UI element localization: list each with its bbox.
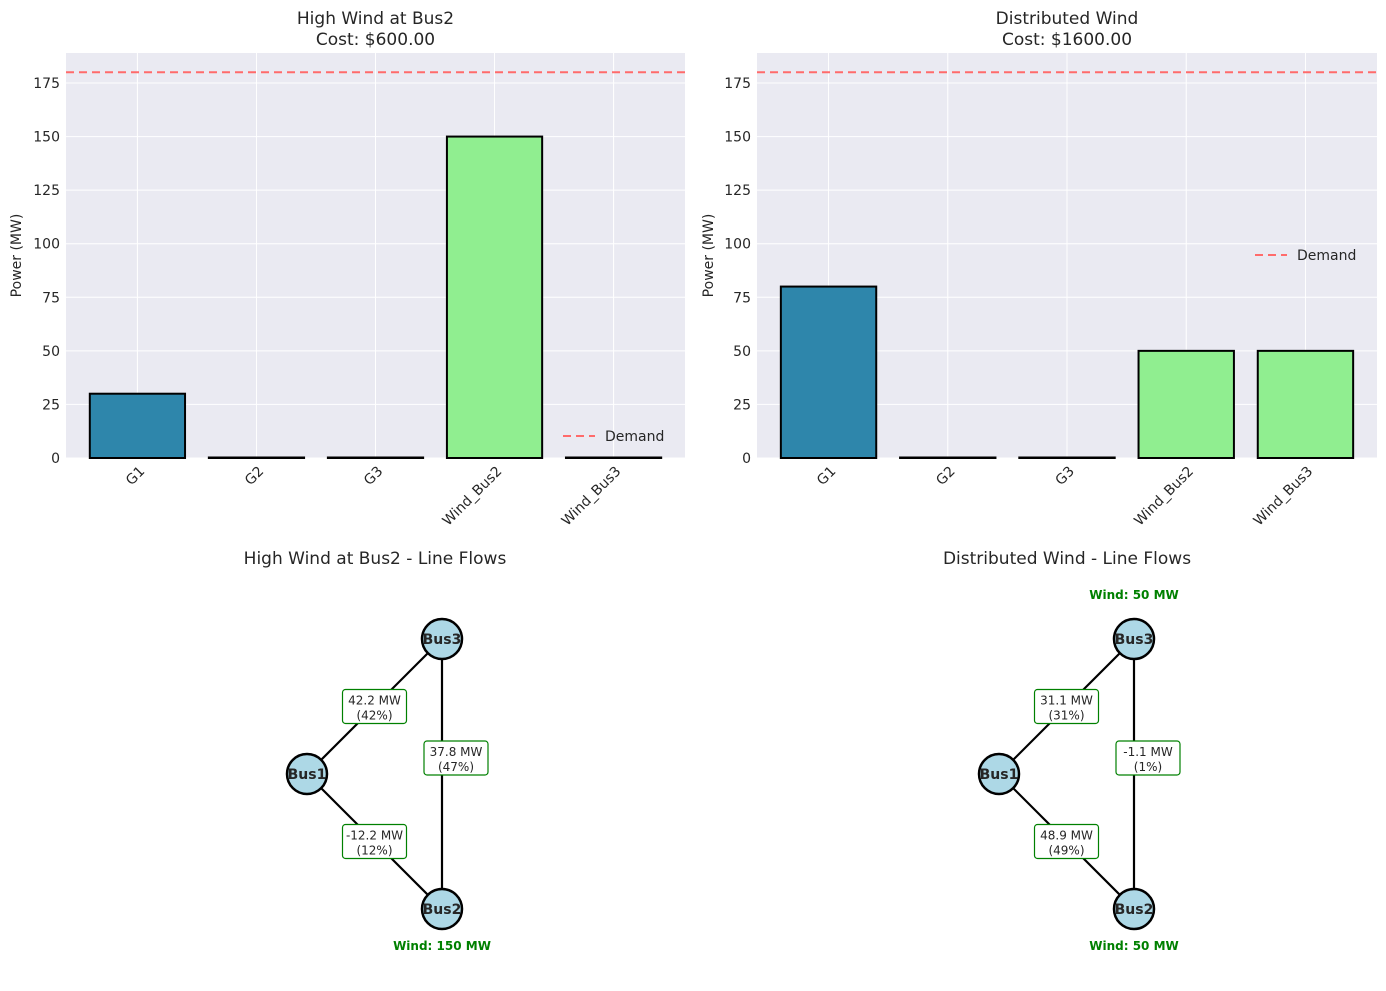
- bus-label-bus1: Bus1: [980, 767, 1019, 783]
- flow-mw-label: 48.9 MW: [1040, 829, 1093, 843]
- bus-label-bus3: Bus3: [423, 632, 462, 648]
- y-tick-label: 100: [33, 237, 60, 253]
- flow-label-box: [423, 740, 489, 776]
- wind-label-bus2: Wind: 150 MW: [393, 939, 491, 953]
- y-tick-label: 0: [51, 451, 60, 467]
- bus-node-bus1: [285, 752, 329, 796]
- flow-mw-label: -1.1 MW: [1123, 745, 1173, 759]
- flow-label-box: [1033, 823, 1100, 860]
- bar-g1: [779, 285, 878, 460]
- bus-node-bus3: [420, 617, 464, 661]
- flow-pct-label: (42%): [356, 709, 392, 723]
- x-tick-label: G1: [814, 464, 839, 489]
- flow-pct-label: (31%): [1048, 709, 1084, 723]
- bar-wind-bus2: [1137, 349, 1235, 460]
- y-tick-label: 0: [742, 451, 751, 467]
- flow-pct-label: (49%): [1048, 844, 1084, 858]
- y-tick-label: 25: [42, 397, 60, 413]
- bus-label-bus2: Bus2: [1115, 902, 1154, 918]
- bar-wind-bus3: [564, 456, 663, 459]
- x-tick-label: Wind_Bus3: [1251, 464, 1317, 530]
- chart-subtitle: Cost: $1600.00: [1002, 30, 1132, 50]
- bar-g3: [1018, 456, 1116, 459]
- flow-label-box: [341, 823, 408, 860]
- flow-pct-label: (12%): [356, 844, 392, 858]
- x-tick-label: G3: [1053, 464, 1078, 489]
- legend: Demand: [563, 429, 664, 445]
- y-axis-label: Power (MW): [9, 214, 25, 298]
- bar-wind-bus2: [445, 135, 544, 459]
- flow-label-box: [1115, 740, 1181, 776]
- bus-label-bus3: Bus3: [1115, 632, 1154, 648]
- legend: Demand: [1255, 248, 1356, 264]
- flow-mw-label: 31.1 MW: [1040, 694, 1093, 708]
- network-title: High Wind at Bus2 - Line Flows: [244, 549, 507, 569]
- flow-mw-label: 42.2 MW: [348, 694, 401, 708]
- flow-pct-label: (1%): [1134, 760, 1162, 774]
- bar-g2: [899, 456, 997, 459]
- x-tick-label: Wind_Bus3: [559, 464, 625, 530]
- bar-chart-2: 0 25 50 75 100 125 150 175 G1 G2 G3 Wind_Bus2 Wind_B…: [701, 9, 1377, 529]
- y-tick-label: 175: [724, 76, 751, 92]
- flow-mw-label: -12.2 MW: [346, 829, 403, 843]
- y-tick-label: 175: [33, 76, 60, 92]
- y-tick-label: 150: [33, 130, 60, 146]
- y-tick-label: 100: [724, 237, 751, 253]
- network-diagram-1: High Wind at Bus2 - Line Flows Bus1 Bus2 Bu…: [244, 549, 507, 953]
- y-axis-label: Power (MW): [701, 214, 717, 298]
- flow-pct-label: (47%): [438, 760, 474, 774]
- y-tick-label: 125: [724, 183, 751, 199]
- x-tick-label: G2: [933, 464, 958, 489]
- y-tick-label: 150: [724, 130, 751, 146]
- legend-label-demand: Demand: [1297, 248, 1356, 264]
- flow-label-box: [341, 688, 408, 725]
- x-tick-label: Wind_Bus2: [440, 464, 506, 530]
- wind-label-bus2: Wind: 50 MW: [1089, 939, 1179, 953]
- bus-node-bus2: [420, 887, 464, 931]
- y-tick-label: 50: [733, 344, 751, 360]
- y-tick-label: 75: [733, 290, 751, 306]
- network-diagram-2: Distributed Wind - Line Flows Bus1 Bus2 Bus…: [943, 549, 1191, 953]
- bus-node-bus3: [1112, 617, 1156, 661]
- bar-g2: [207, 456, 306, 459]
- x-tick-label: G2: [242, 464, 267, 489]
- chart-subtitle: Cost: $600.00: [316, 30, 435, 50]
- x-tick-label: Wind_Bus2: [1131, 464, 1197, 530]
- x-tick-label: G3: [361, 464, 386, 489]
- flow-mw-label: 37.8 MW: [430, 745, 483, 759]
- chart-title: High Wind at Bus2: [297, 9, 454, 29]
- y-tick-label: 125: [33, 183, 60, 199]
- wind-label-bus3: Wind: 50 MW: [1089, 588, 1179, 602]
- bar-g1: [88, 392, 187, 460]
- bus-node-bus1: [977, 752, 1021, 796]
- x-tick-label: G1: [123, 464, 148, 489]
- network-title: Distributed Wind - Line Flows: [943, 549, 1191, 569]
- bus-node-bus2: [1112, 887, 1156, 931]
- y-tick-label: 75: [42, 290, 60, 306]
- y-tick-label: 25: [733, 397, 751, 413]
- bar-chart-1: 0 25 50 75 100 125 150 175 G1 G2 G3 Wind_Bus2 Wind_B…: [9, 9, 685, 529]
- y-tick-label: 50: [42, 344, 60, 360]
- bus-label-bus1: Bus1: [288, 767, 327, 783]
- bar-g3: [326, 456, 425, 459]
- bar-wind-bus3: [1256, 349, 1355, 460]
- flow-label-box: [1033, 688, 1100, 725]
- bus-label-bus2: Bus2: [423, 902, 462, 918]
- chart-title: Distributed Wind: [996, 9, 1139, 29]
- legend-label-demand: Demand: [605, 429, 664, 445]
